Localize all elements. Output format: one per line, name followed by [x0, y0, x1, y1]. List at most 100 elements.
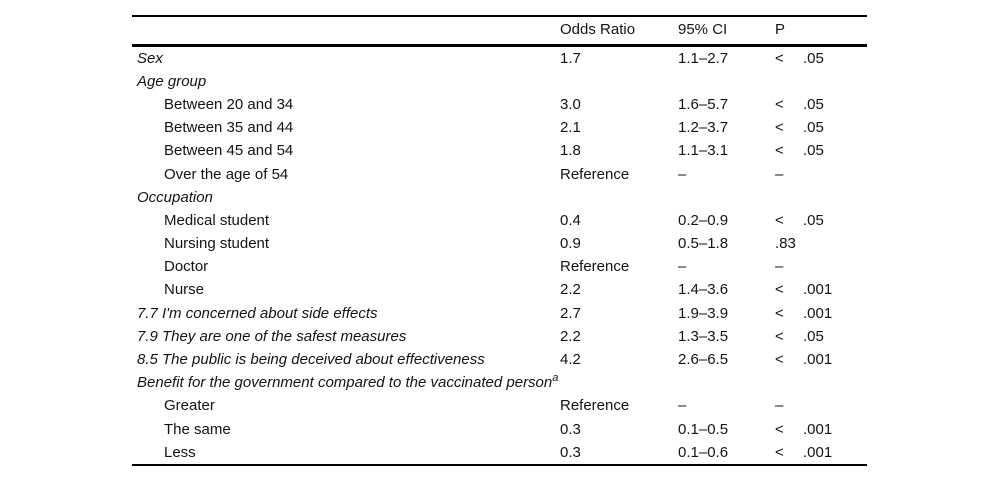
odds-ratio-cell: 1.7 [560, 49, 581, 67]
row-label: 7.7 I'm concerned about side effects [137, 304, 378, 322]
table-row: The same 0.3 0.1–0.5 < .001 [132, 418, 867, 441]
table-row: 7.9 They are one of the safest measures … [132, 325, 867, 348]
header-p: P [775, 21, 786, 38]
table-row: Nurse 2.2 1.4–3.6 < .001 [132, 278, 867, 301]
table-row: Greater Reference – – [132, 394, 867, 417]
table-row: Over the age of 54 Reference – – [132, 162, 867, 185]
odds-ratio-cell: 0.9 [560, 235, 581, 253]
table-bottom-rule [132, 464, 867, 466]
ci-cell: – [678, 397, 687, 415]
p-sign-cell: – [775, 397, 784, 415]
p-sign-cell: .83 [775, 235, 796, 253]
ci-cell: 1.4–3.6 [678, 281, 729, 299]
p-sign-cell: – [775, 165, 784, 183]
p-value-cell: .05 [803, 95, 824, 113]
odds-ratio-cell: 4.2 [560, 351, 581, 369]
p-value-cell: .001 [803, 304, 833, 322]
table-row: Nursing student 0.9 0.5–1.8 .83 [132, 232, 867, 255]
p-value-cell: .001 [803, 420, 833, 438]
p-sign-cell: < [775, 351, 784, 369]
odds-ratio-cell: 0.3 [560, 443, 581, 461]
table-row: Between 20 and 34 3.0 1.6–5.7 < .05 [132, 93, 867, 116]
ci-cell: 1.2–3.7 [678, 119, 729, 137]
odds-ratio-cell: 0.4 [560, 211, 581, 229]
odds-ratio-cell: 2.2 [560, 327, 581, 345]
row-label: Sex [137, 49, 163, 67]
table-row: Occupation [132, 186, 867, 209]
odds-ratio-cell: 2.2 [560, 281, 581, 299]
odds-ratio-cell: Reference [560, 258, 630, 276]
ci-cell: – [678, 165, 687, 183]
p-sign-cell: < [775, 142, 784, 160]
row-label: The same [164, 420, 231, 438]
p-value-cell: .001 [803, 443, 833, 461]
p-value-cell: .05 [803, 327, 824, 345]
row-label: Occupation [137, 188, 213, 206]
row-label: Nurse [164, 281, 205, 299]
row-label: Between 45 and 54 [164, 142, 294, 160]
p-sign-cell: < [775, 420, 784, 438]
ci-cell: 1.1–2.7 [678, 49, 729, 67]
row-label: Less [164, 443, 196, 461]
p-sign-cell: < [775, 95, 784, 113]
p-value-cell: .05 [803, 142, 824, 160]
table-row: Benefit for the government compared to t… [132, 371, 867, 394]
p-value-cell: .05 [803, 119, 824, 137]
ci-cell: 2.6–6.5 [678, 351, 729, 369]
table-row: Between 45 and 54 1.8 1.1–3.1 < .05 [132, 139, 867, 162]
ci-cell: 1.3–3.5 [678, 327, 729, 345]
p-sign-cell: < [775, 327, 784, 345]
row-label: 8.5 The public is being deceived about e… [137, 351, 485, 369]
odds-ratio-cell: 0.3 [560, 420, 581, 438]
table-row: Sex 1.7 1.1–2.7 < .05 [132, 47, 867, 70]
row-label: Greater [164, 397, 215, 415]
p-sign-cell: – [775, 258, 784, 276]
odds-ratio-cell: 2.1 [560, 119, 581, 137]
row-label: Between 35 and 44 [164, 119, 294, 137]
odds-ratio-cell: 3.0 [560, 95, 581, 113]
table-body: Sex 1.7 1.1–2.7 < .05 Age group Between … [132, 47, 867, 464]
ci-cell: – [678, 258, 687, 276]
p-sign-cell: < [775, 49, 784, 67]
ci-cell: 0.2–0.9 [678, 211, 729, 229]
table-row: Between 35 and 44 2.1 1.2–3.7 < .05 [132, 116, 867, 139]
p-sign-cell: < [775, 304, 784, 322]
footnote-marker: a [552, 372, 559, 385]
p-value-cell: .001 [803, 351, 833, 369]
row-label: Benefit for the government compared to t… [137, 372, 559, 392]
table-row: Doctor Reference – – [132, 255, 867, 278]
table-row: Medical student 0.4 0.2–0.9 < .05 [132, 209, 867, 232]
row-label: Over the age of 54 [164, 165, 289, 183]
p-sign-cell: < [775, 211, 784, 229]
p-value-cell: .05 [803, 49, 824, 67]
ci-cell: 1.9–3.9 [678, 304, 729, 322]
odds-ratio-cell: Reference [560, 165, 630, 183]
row-label: Medical student [164, 211, 270, 229]
header-odds-ratio: Odds Ratio [560, 21, 636, 38]
table-header-rule [132, 44, 867, 47]
table-row: Less 0.3 0.1–0.6 < .001 [132, 441, 867, 464]
ci-cell: 0.1–0.5 [678, 420, 729, 438]
odds-ratio-cell: 1.8 [560, 142, 581, 160]
odds-ratio-cell: 2.7 [560, 304, 581, 322]
ci-cell: 0.5–1.8 [678, 235, 729, 253]
row-label: Age group [137, 72, 207, 90]
header-ci: 95% CI [678, 21, 728, 38]
odds-ratio-cell: Reference [560, 397, 630, 415]
ci-cell: 0.1–0.6 [678, 443, 729, 461]
row-label: Nursing student [164, 235, 270, 253]
p-value-cell: .001 [803, 281, 833, 299]
table-row: Age group [132, 70, 867, 93]
ci-cell: 1.6–5.7 [678, 95, 729, 113]
table-row: 7.7 I'm concerned about side effects 2.7… [132, 302, 867, 325]
p-sign-cell: < [775, 443, 784, 461]
p-value-cell: .05 [803, 211, 824, 229]
p-sign-cell: < [775, 281, 784, 299]
row-label: 7.9 They are one of the safest measures [137, 327, 407, 345]
row-label: Doctor [164, 258, 209, 276]
table-row: 8.5 The public is being deceived about e… [132, 348, 867, 371]
ci-cell: 1.1–3.1 [678, 142, 729, 160]
p-sign-cell: < [775, 119, 784, 137]
table-top-rule [132, 15, 867, 17]
